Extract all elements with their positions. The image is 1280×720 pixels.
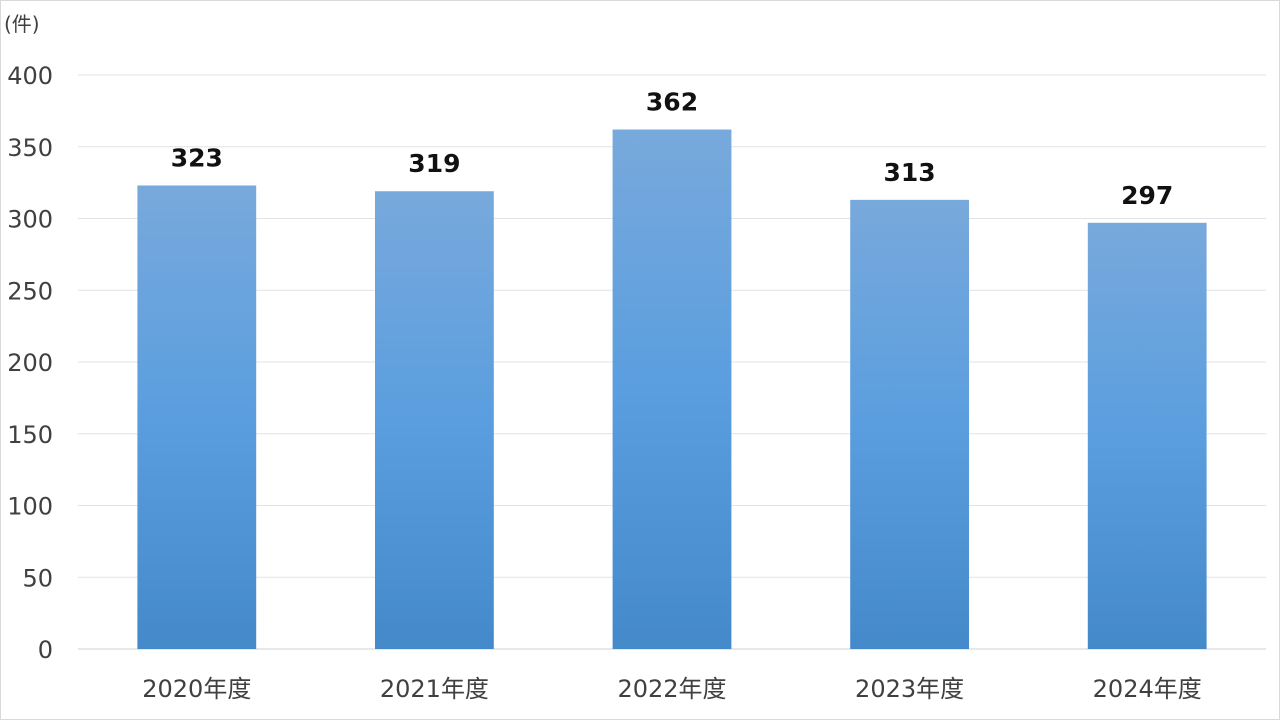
bar <box>137 185 257 649</box>
bars <box>137 129 1207 650</box>
x-axis-ticks: 2020年度 2021年度 2022年度 2023年度 2024年度 <box>142 675 1201 703</box>
y-unit-label: (件) <box>4 12 40 36</box>
data-label: 297 <box>1121 181 1173 210</box>
x-tick-label: 2020年度 <box>142 675 251 703</box>
bar <box>850 199 969 649</box>
y-tick-label: 0 <box>38 636 53 664</box>
y-tick-label: 100 <box>7 493 53 521</box>
y-tick-label: 200 <box>7 349 53 377</box>
data-labels: 323 319 362 313 297 <box>171 88 1174 210</box>
y-tick-label: 300 <box>7 206 53 234</box>
y-tick-label: 400 <box>7 62 53 90</box>
y-tick-label: 350 <box>7 134 53 162</box>
y-axis-ticks: 0 50 100 150 200 250 300 350 400 <box>7 62 53 664</box>
bar <box>1087 222 1207 649</box>
y-tick-label: 250 <box>7 277 53 305</box>
bar <box>375 191 494 650</box>
y-tick-label: 50 <box>22 564 53 592</box>
bar <box>612 129 732 649</box>
data-label: 319 <box>408 149 460 178</box>
x-tick-label: 2022年度 <box>617 675 726 703</box>
data-label: 362 <box>646 88 698 117</box>
data-label: 313 <box>884 158 936 187</box>
x-tick-label: 2021年度 <box>380 675 489 703</box>
data-label: 323 <box>171 143 223 172</box>
x-tick-label: 2024年度 <box>1093 675 1202 703</box>
y-tick-label: 150 <box>7 421 53 449</box>
x-tick-label: 2023年度 <box>855 675 964 703</box>
